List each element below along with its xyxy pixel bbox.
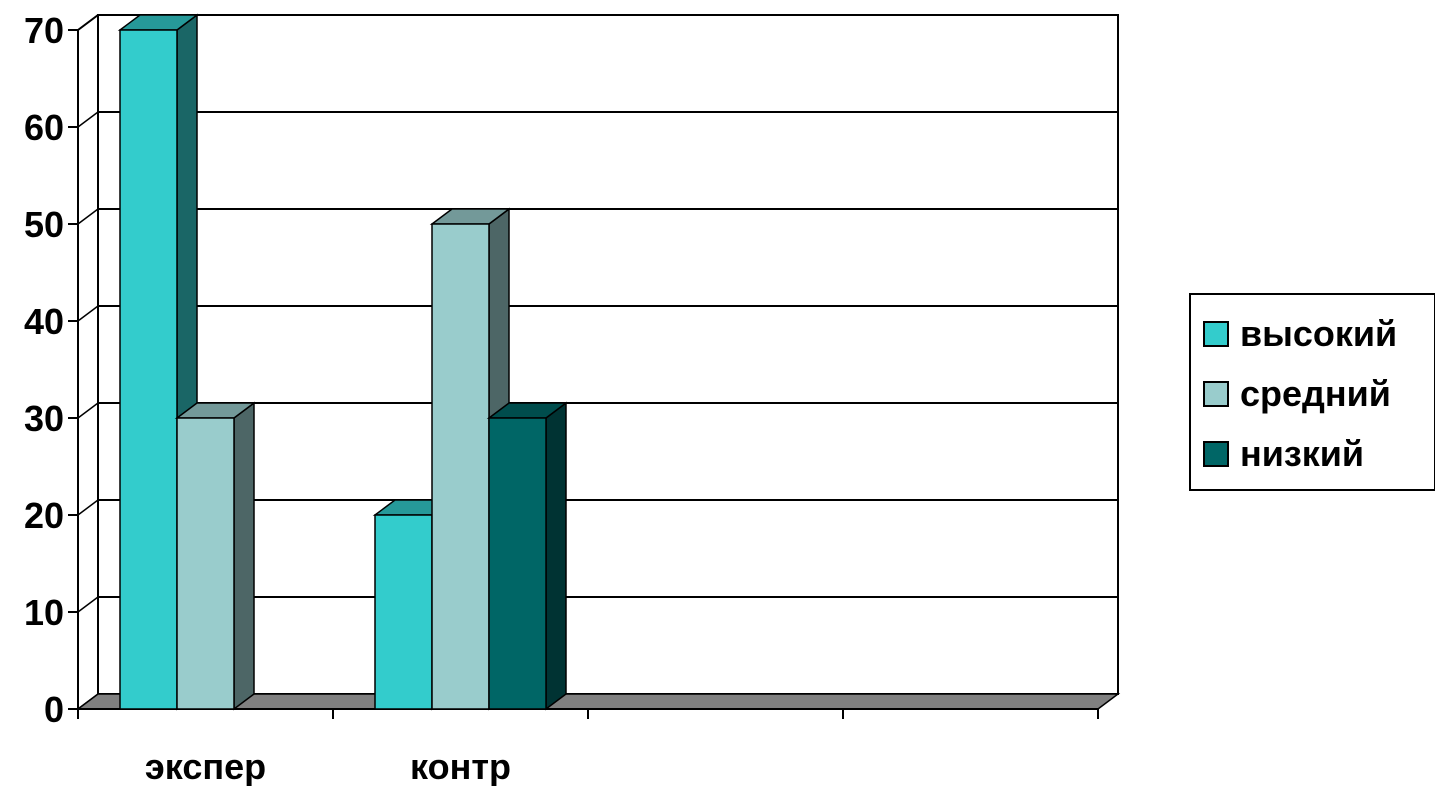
bar-front bbox=[176, 417, 235, 710]
gridline-side bbox=[77, 402, 99, 419]
legend-label: средний bbox=[1240, 373, 1391, 414]
bars bbox=[117, 13, 569, 711]
bar bbox=[486, 401, 569, 711]
tick-labels: 0 10 20 30 40 50 60 70 экспер контр bbox=[24, 10, 511, 786]
bar-side bbox=[233, 401, 255, 711]
y-tick-label: 0 bbox=[44, 689, 64, 730]
gridline-side bbox=[77, 305, 99, 322]
bar-front bbox=[488, 417, 547, 710]
axes bbox=[68, 29, 1099, 719]
legend-label: высокий bbox=[1240, 313, 1397, 354]
legend-swatch bbox=[1203, 441, 1229, 467]
legend-swatch bbox=[1203, 321, 1229, 347]
legend-label: низкий bbox=[1240, 433, 1364, 474]
y-tick-label: 60 bbox=[24, 107, 64, 148]
bar-side bbox=[545, 401, 567, 711]
gridline-side bbox=[77, 499, 99, 516]
gridline-side bbox=[77, 208, 99, 225]
bar-front bbox=[431, 223, 490, 710]
gridline-side bbox=[77, 596, 99, 613]
y-tick-label: 50 bbox=[24, 204, 64, 245]
legend-box bbox=[1189, 293, 1435, 491]
y-tick-label: 70 bbox=[24, 10, 64, 51]
x-tick-label: экспер bbox=[145, 746, 266, 786]
legend-swatch bbox=[1203, 381, 1229, 407]
bar bbox=[429, 207, 512, 711]
y-tick-label: 10 bbox=[24, 592, 64, 633]
bar bbox=[174, 401, 257, 711]
gridline-side bbox=[77, 111, 99, 128]
bar-front bbox=[374, 514, 433, 710]
y-tick-label: 30 bbox=[24, 398, 64, 439]
y-tick-label: 20 bbox=[24, 495, 64, 536]
x-tick-label: контр bbox=[410, 746, 511, 786]
legend: высокий средний низкий bbox=[1189, 293, 1435, 491]
bar-front bbox=[119, 29, 178, 710]
y-tick-label: 40 bbox=[24, 301, 64, 342]
gridline-side bbox=[77, 14, 99, 31]
